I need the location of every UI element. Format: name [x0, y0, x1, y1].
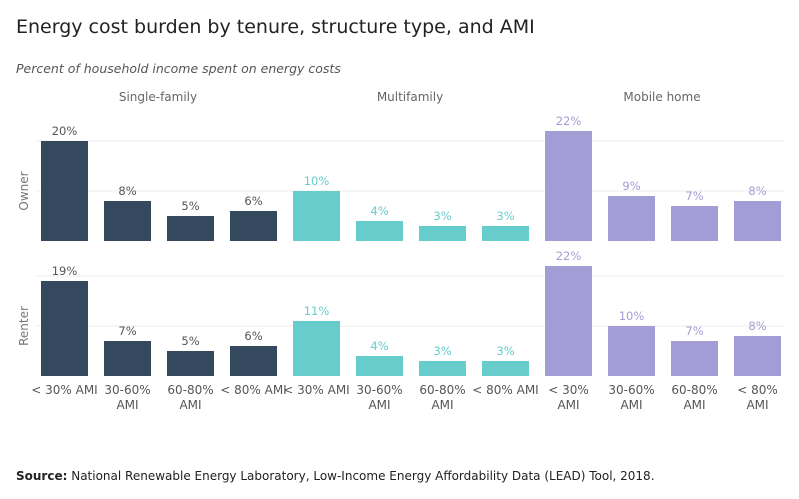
- bar: [356, 356, 403, 376]
- bar-value-label: 6%: [244, 194, 262, 208]
- x-tick-label: < 80%: [737, 383, 778, 397]
- bar: [671, 206, 718, 241]
- source-text: National Renewable Energy Laboratory, Lo…: [67, 469, 655, 483]
- bar-value-label: 5%: [181, 334, 199, 348]
- bar: [230, 346, 277, 376]
- bar: [734, 201, 781, 241]
- x-tick-label: 60-80%: [419, 383, 465, 397]
- bar-value-label: 11%: [304, 304, 330, 318]
- bar-value-label: 19%: [52, 264, 78, 278]
- bar: [419, 226, 466, 241]
- bar: [104, 201, 151, 241]
- x-tick-label: < 30% AMI: [31, 383, 97, 397]
- x-tick-label: AMI: [179, 398, 201, 412]
- bar-value-label: 4%: [370, 204, 388, 218]
- bar-value-label: 22%: [556, 114, 582, 128]
- bar: [545, 266, 592, 376]
- bar: [167, 216, 214, 241]
- bar: [608, 196, 655, 241]
- bar-value-label: 20%: [52, 124, 78, 138]
- source-label: Source:: [16, 469, 68, 483]
- x-tick-label: AMI: [620, 398, 642, 412]
- bar-value-label: 8%: [748, 319, 766, 333]
- x-tick-label: 30-60%: [356, 383, 402, 397]
- x-tick-label: AMI: [746, 398, 768, 412]
- x-tick-label: 60-80%: [167, 383, 213, 397]
- bar: [41, 141, 88, 241]
- bar-value-label: 4%: [370, 339, 388, 353]
- bar-value-label: 7%: [685, 189, 703, 203]
- x-tick-label: 30-60%: [104, 383, 150, 397]
- x-tick-label: 30-60%: [608, 383, 654, 397]
- x-tick-label: < 80% AMI: [220, 383, 286, 397]
- bar-value-label: 3%: [496, 209, 514, 223]
- bar-value-label: 22%: [556, 249, 582, 263]
- bar: [671, 341, 718, 376]
- chart-subtitle: Percent of household income spent on ene…: [16, 61, 341, 76]
- x-tick-label: AMI: [368, 398, 390, 412]
- column-group-header: Mobile home: [623, 90, 700, 104]
- x-tick-label: < 30%: [548, 383, 589, 397]
- bar: [293, 191, 340, 241]
- bar-value-label: 9%: [622, 179, 640, 193]
- bar: [734, 336, 781, 376]
- bar-value-label: 8%: [748, 184, 766, 198]
- x-tick-label: AMI: [116, 398, 138, 412]
- x-tick-label: AMI: [431, 398, 453, 412]
- x-tick-label: AMI: [557, 398, 579, 412]
- bar-value-label: 3%: [496, 344, 514, 358]
- bar: [167, 351, 214, 376]
- chart-title: Energy cost burden by tenure, structure …: [16, 16, 535, 38]
- column-group-header: Multifamily: [377, 90, 443, 104]
- bar-value-label: 3%: [433, 344, 451, 358]
- x-tick-label: 60-80%: [671, 383, 717, 397]
- bar: [482, 361, 529, 376]
- bar: [356, 221, 403, 241]
- x-tick-label: < 30% AMI: [283, 383, 349, 397]
- bar: [419, 361, 466, 376]
- bar-value-label: 6%: [244, 329, 262, 343]
- bar-value-label: 7%: [685, 324, 703, 338]
- bar-value-label: 10%: [304, 174, 330, 188]
- x-tick-label: AMI: [683, 398, 705, 412]
- x-tick-label: < 80% AMI: [472, 383, 538, 397]
- bar: [482, 226, 529, 241]
- bar-value-label: 7%: [118, 324, 136, 338]
- source-note: Source: National Renewable Energy Labora…: [16, 469, 655, 483]
- bar-value-label: 3%: [433, 209, 451, 223]
- bar: [41, 281, 88, 376]
- row-label: Owner: [17, 171, 31, 210]
- bar: [230, 211, 277, 241]
- bar: [104, 341, 151, 376]
- bar: [293, 321, 340, 376]
- bar-value-label: 8%: [118, 184, 136, 198]
- bar: [608, 326, 655, 376]
- bar: [545, 131, 592, 241]
- bar-value-label: 10%: [619, 309, 645, 323]
- bar-value-label: 5%: [181, 199, 199, 213]
- column-group-header: Single-family: [119, 90, 197, 104]
- row-label: Renter: [17, 306, 31, 346]
